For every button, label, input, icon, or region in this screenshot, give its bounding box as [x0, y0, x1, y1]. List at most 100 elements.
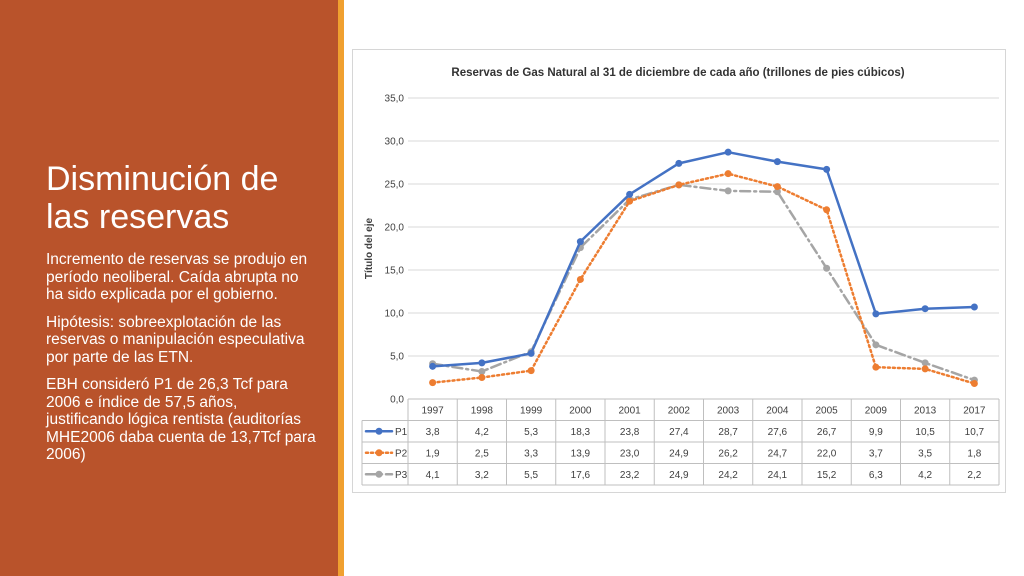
table-value-cell: 27,4 [669, 427, 689, 438]
y-tick-label: 5,0 [390, 352, 404, 363]
accent-divider [338, 0, 344, 576]
table-value-cell: 6,3 [869, 470, 883, 481]
y-tick-label: 30,0 [385, 137, 405, 148]
x-category-label: 2013 [914, 406, 937, 417]
series-line-p1 [431, 150, 976, 368]
table-value-cell: 28,7 [718, 427, 738, 438]
data-point-p3 [921, 359, 929, 367]
y-tick-label: 20,0 [385, 223, 405, 234]
chart-frame [352, 49, 1006, 493]
data-point-p1 [921, 305, 929, 313]
data-point-p1 [478, 359, 486, 367]
body-paragraph-3: EBH consideró P1 de 26,3 Tcf para 2006 e… [46, 376, 316, 463]
table-value-cell: 1,8 [967, 448, 981, 459]
x-category-label: 2005 [816, 406, 839, 417]
legend-series-name: P3 [395, 470, 408, 481]
reserves-chart: Reservas de Gas Natural al 31 de diciemb… [361, 67, 1000, 486]
table-value-cell: 2,2 [967, 470, 981, 481]
x-category-label: 2004 [766, 406, 789, 417]
table-value-cell: 5,3 [524, 427, 538, 438]
left-title-panel [0, 0, 338, 576]
table-value-cell: 23,2 [620, 470, 640, 481]
legend-key-marker [375, 427, 383, 435]
data-point-p1 [626, 190, 634, 198]
data-point-p1 [970, 303, 978, 311]
table-value-cell: 18,3 [571, 427, 591, 438]
legend-series-name: P1 [395, 427, 408, 438]
table-value-cell: 23,8 [620, 427, 640, 438]
data-point-p1 [576, 238, 584, 246]
data-point-p2 [921, 365, 929, 373]
legend-key-marker [375, 470, 383, 478]
chart-title: Reservas de Gas Natural al 31 de diciemb… [451, 67, 904, 79]
slide-body: Incremento de reservas se produjo en per… [46, 251, 316, 474]
y-tick-label: 0,0 [390, 395, 404, 406]
table-value-cell: 24,2 [718, 470, 738, 481]
x-category-label: 2017 [963, 406, 986, 417]
table-value-cell: 4,2 [918, 470, 932, 481]
x-category-label: 1999 [520, 406, 543, 417]
table-value-cell: 4,1 [426, 470, 440, 481]
slide-title: Disminución de las reservas [46, 160, 326, 236]
data-point-p2 [675, 181, 683, 189]
y-tick-label: 35,0 [385, 94, 405, 105]
data-point-p2 [872, 363, 880, 371]
table-value-cell: 24,9 [669, 448, 689, 459]
series-line-p2 [431, 172, 976, 385]
x-category-label: 2001 [619, 406, 642, 417]
table-value-cell: 3,7 [869, 448, 883, 459]
data-point-p3 [823, 264, 831, 272]
table-value-cell: 26,7 [817, 427, 837, 438]
table-value-cell: 5,5 [524, 470, 538, 481]
x-category-label: 2000 [569, 406, 592, 417]
table-value-cell: 13,9 [571, 448, 591, 459]
data-point-p1 [823, 165, 831, 173]
table-value-cell: 15,2 [817, 470, 837, 481]
data-point-p2 [429, 379, 437, 387]
x-category-label: 2003 [717, 406, 740, 417]
table-value-cell: 9,9 [869, 427, 883, 438]
data-point-p1 [872, 310, 880, 318]
table-value-cell: 24,1 [768, 470, 788, 481]
series-line-p3 [431, 183, 976, 382]
table-value-cell: 3,8 [426, 427, 440, 438]
data-point-p2 [773, 183, 781, 191]
data-point-p1 [527, 349, 535, 357]
data-point-p3 [872, 341, 880, 349]
table-value-cell: 10,5 [915, 427, 935, 438]
table-value-cell: 10,7 [965, 427, 985, 438]
table-value-cell: 3,2 [475, 470, 489, 481]
slide-title-line1: Disminución de [46, 160, 279, 198]
x-category-label: 2009 [865, 406, 888, 417]
y-tick-label: 10,0 [385, 309, 405, 320]
data-point-p3 [724, 187, 732, 195]
table-value-cell: 24,7 [768, 448, 788, 459]
table-value-cell: 3,3 [524, 448, 538, 459]
data-point-p2 [576, 275, 584, 283]
table-value-cell: 22,0 [817, 448, 837, 459]
table-value-cell: 3,5 [918, 448, 932, 459]
data-point-p1 [724, 148, 732, 156]
table-value-cell: 23,0 [620, 448, 640, 459]
legend-key-marker [375, 449, 383, 457]
y-tick-label: 25,0 [385, 180, 405, 191]
data-point-p1 [773, 158, 781, 166]
data-point-p3 [478, 367, 486, 375]
x-category-label: 2002 [668, 406, 691, 417]
x-category-label: 1997 [422, 406, 445, 417]
table-value-cell: 27,6 [768, 427, 788, 438]
body-paragraph-2: Hipótesis: sobreexplotación de las reser… [46, 313, 305, 366]
slide-title-line2: las reservas [46, 198, 230, 236]
table-value-cell: 26,2 [718, 448, 738, 459]
data-point-p3 [773, 188, 781, 196]
table-value-cell: 24,9 [669, 470, 689, 481]
data-point-p2 [626, 197, 634, 205]
y-tick-label: 15,0 [385, 266, 405, 277]
body-paragraph-1: Incremento de reservas se produjo en per… [46, 251, 308, 303]
data-point-p2 [478, 374, 486, 381]
y-axis-title: Título del eje [364, 218, 375, 280]
data-point-p2 [823, 206, 831, 214]
x-category-label: 1998 [471, 406, 494, 417]
data-point-p2 [970, 380, 978, 388]
legend-series-name: P2 [395, 448, 408, 459]
